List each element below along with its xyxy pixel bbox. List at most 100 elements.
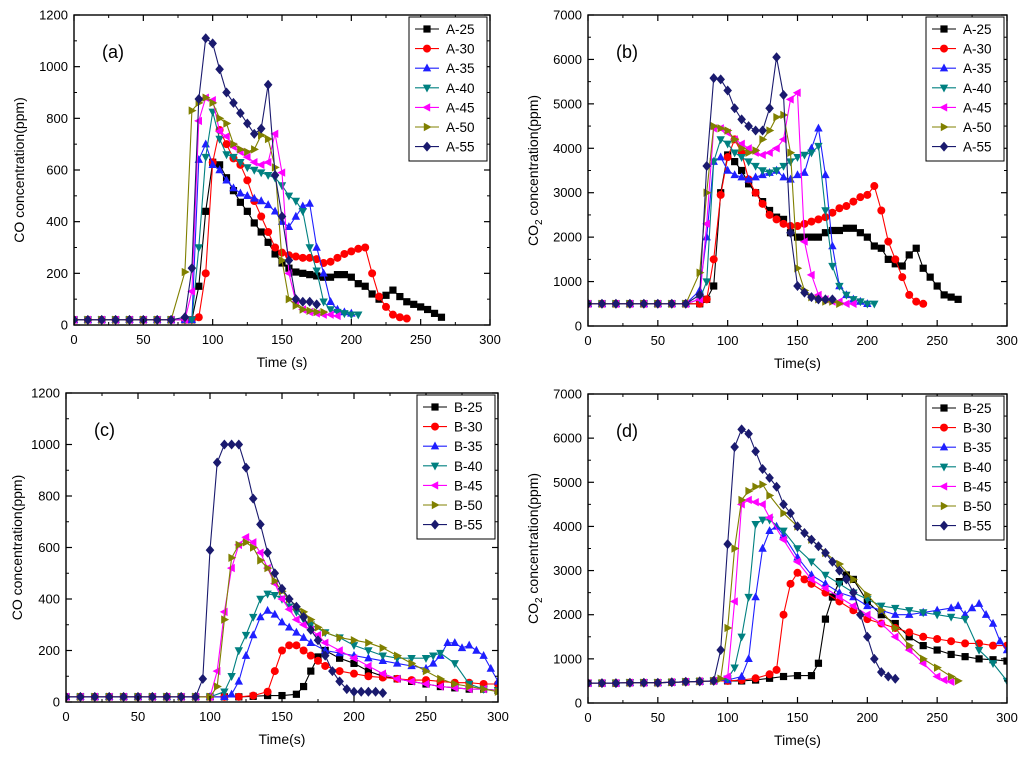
data-point-a-25 [410, 300, 418, 308]
data-point-a-40 [786, 158, 795, 167]
data-point-a-50 [285, 294, 294, 304]
data-point-a-55 [215, 64, 224, 75]
data-point-b-45 [792, 557, 801, 566]
data-point-a-35 [270, 206, 280, 215]
legend-item-b-40: B-40 [423, 459, 483, 474]
data-point-b-45 [298, 620, 307, 629]
data-point-a-30 [326, 257, 335, 266]
data-point-b-55 [299, 612, 308, 623]
legend-item-a-35: A-35 [415, 61, 475, 76]
legend-marker [430, 519, 440, 530]
data-point-b-55 [716, 645, 725, 656]
data-point-a-30 [340, 249, 349, 258]
data-point-a-45 [256, 160, 265, 170]
legend-label: A-45 [446, 100, 475, 115]
data-point-b-30 [989, 641, 998, 650]
data-point-a-40 [284, 192, 294, 201]
data-point-b-25 [793, 672, 802, 680]
data-point-b-40 [407, 655, 416, 663]
data-point-b-30 [800, 575, 809, 584]
series-line-a-40 [74, 111, 359, 321]
data-point-a-50 [759, 135, 768, 144]
data-point-b-30 [364, 672, 373, 681]
data-point-b-35 [270, 609, 279, 618]
data-point-b-40 [751, 521, 760, 529]
data-point-b-40 [429, 652, 438, 661]
data-point-b-25 [364, 667, 372, 675]
data-point-b-55 [90, 691, 100, 702]
data-point-a-40 [277, 182, 287, 191]
data-point-a-30 [884, 237, 893, 246]
data-point-a-25 [264, 238, 272, 246]
data-point-a-40 [263, 171, 273, 180]
panel-label: (c) [94, 420, 115, 440]
data-point-a-40 [758, 167, 767, 176]
series-line-b-40 [66, 593, 498, 698]
data-point-a-35 [319, 268, 328, 277]
data-point-a-55 [152, 314, 162, 325]
data-point-a-45 [743, 144, 752, 153]
data-point-b-30 [765, 670, 774, 679]
data-point-a-40 [751, 162, 760, 171]
data-point-b-40 [737, 633, 746, 642]
y-tick-label: 3000 [553, 185, 582, 200]
x-tick-label: 150 [787, 710, 809, 725]
data-point-b-50 [228, 553, 237, 562]
y-tick-label: 1000 [553, 274, 582, 289]
x-tick-label: 100 [202, 332, 224, 347]
data-point-a-30 [863, 190, 872, 199]
legend-a: A-25 A-30 A-35 A-40 A-45 A-50 A-55 [408, 16, 488, 162]
data-point-a-45 [848, 299, 857, 308]
data-point-a-55 [229, 97, 238, 108]
data-point-b-40 [378, 652, 387, 661]
x-tick-label: 150 [787, 333, 809, 348]
data-point-a-25 [396, 292, 404, 301]
data-point-b-55 [234, 439, 244, 450]
data-point-a-30 [716, 190, 725, 199]
data-point-a-45 [249, 158, 258, 167]
data-point-b-30 [306, 651, 315, 660]
legend-item-a-55: A-55 [415, 140, 475, 155]
data-point-a-35 [305, 198, 314, 207]
data-point-a-40 [291, 197, 301, 206]
legend-label: B-50 [454, 498, 483, 513]
legend-marker [431, 422, 439, 431]
data-point-b-55 [66, 691, 71, 702]
data-point-a-30 [891, 255, 900, 264]
data-point-a-45 [214, 127, 223, 136]
data-point-b-45 [918, 659, 927, 668]
data-point-b-50 [850, 575, 859, 584]
data-point-b-55 [842, 574, 851, 585]
data-point-a-40 [236, 159, 245, 167]
data-point-b-35 [486, 663, 495, 672]
data-point-b-25 [975, 655, 983, 663]
data-point-b-50 [422, 666, 431, 676]
data-point-b-45 [291, 615, 300, 624]
legend-label: A-25 [963, 22, 992, 37]
legend-label: A-40 [446, 81, 475, 96]
data-point-b-55 [256, 519, 265, 530]
data-point-b-45 [932, 672, 941, 681]
data-point-b-55 [176, 691, 186, 702]
legend-marker [422, 63, 432, 72]
x-tick-label: 200 [340, 332, 362, 347]
panel-label: (b) [616, 42, 638, 62]
data-point-b-30 [793, 568, 802, 577]
legend-marker [422, 84, 432, 93]
data-point-a-55 [667, 298, 677, 309]
data-point-b-55 [104, 691, 114, 702]
data-point-a-45 [702, 219, 710, 229]
data-point-a-25 [912, 244, 920, 252]
legend-item-b-35: B-35 [932, 440, 992, 455]
data-point-a-50 [181, 267, 190, 277]
data-point-a-40 [340, 310, 349, 319]
data-point-a-35 [814, 123, 823, 132]
data-point-a-30 [333, 253, 342, 262]
legend-c: B-25 B-30 B-35 B-40 B-45 B-50 B-55 [416, 394, 496, 540]
data-point-b-35 [744, 654, 753, 663]
data-point-a-40 [354, 311, 363, 320]
data-point-a-30 [751, 188, 760, 197]
legend-item-b-25: B-25 [932, 401, 992, 416]
data-point-a-55 [800, 287, 809, 298]
data-point-b-30 [751, 674, 760, 683]
